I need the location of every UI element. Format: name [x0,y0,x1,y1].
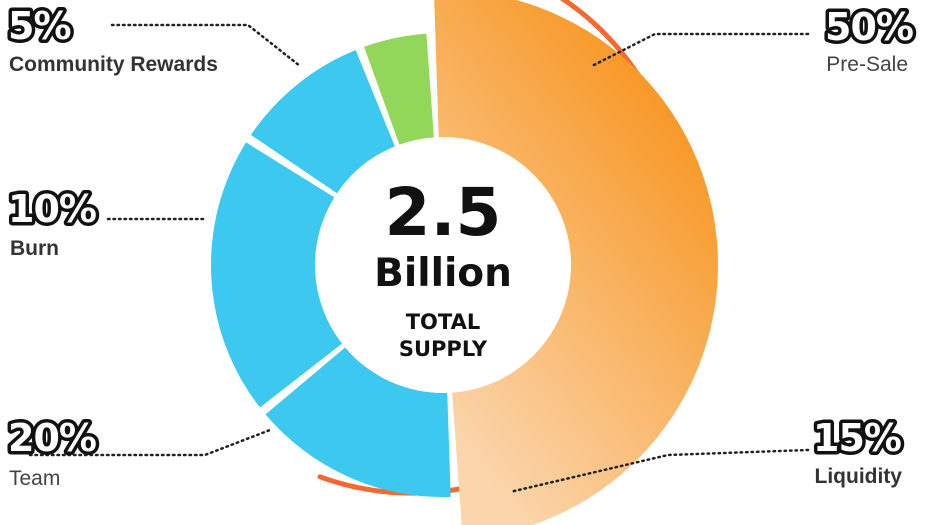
team-label: Team [9,467,60,490]
leader-lines [28,23,810,494]
center-total-supply: 2.5 Billion TOTAL SUPPLY [374,174,512,361]
community-rewards-label: Community Rewards [9,53,218,76]
slice-liquidity [265,347,451,497]
callout-community-rewards: 5% Community Rewards [5,1,218,77]
slice-burn [250,50,395,194]
slice-presale [434,0,718,525]
center-unit: Billion [374,251,512,296]
center-amount: 2.5 [385,174,502,251]
burn-percent: 10% [8,187,96,231]
liquidity-label: Liquidity [815,465,903,488]
callout-presale: 50% Pre-Sale [822,2,918,77]
presale-percent: 50% [825,5,913,49]
leader-line-community [110,23,302,68]
slice-team [211,142,342,408]
center-caption-line2: SUPPLY [399,337,488,361]
center-caption-line1: TOTAL [406,310,481,334]
slice-community-rewards [364,33,434,145]
leader-line-presale [590,32,810,68]
leader-line-team [28,428,272,457]
callout-team: 20% Team [5,413,101,491]
leader-line-liquidity [508,448,810,494]
presale-label: Pre-Sale [826,53,908,76]
donut-slices [211,0,718,525]
community-rewards-percent: 5% [8,4,71,48]
callout-liquidity: 15% Liquidity [810,413,906,489]
burn-label: Burn [10,237,59,260]
liquidity-percent: 15% [813,416,901,460]
team-percent: 20% [8,416,96,460]
callout-burn: 10% Burn [5,184,101,261]
